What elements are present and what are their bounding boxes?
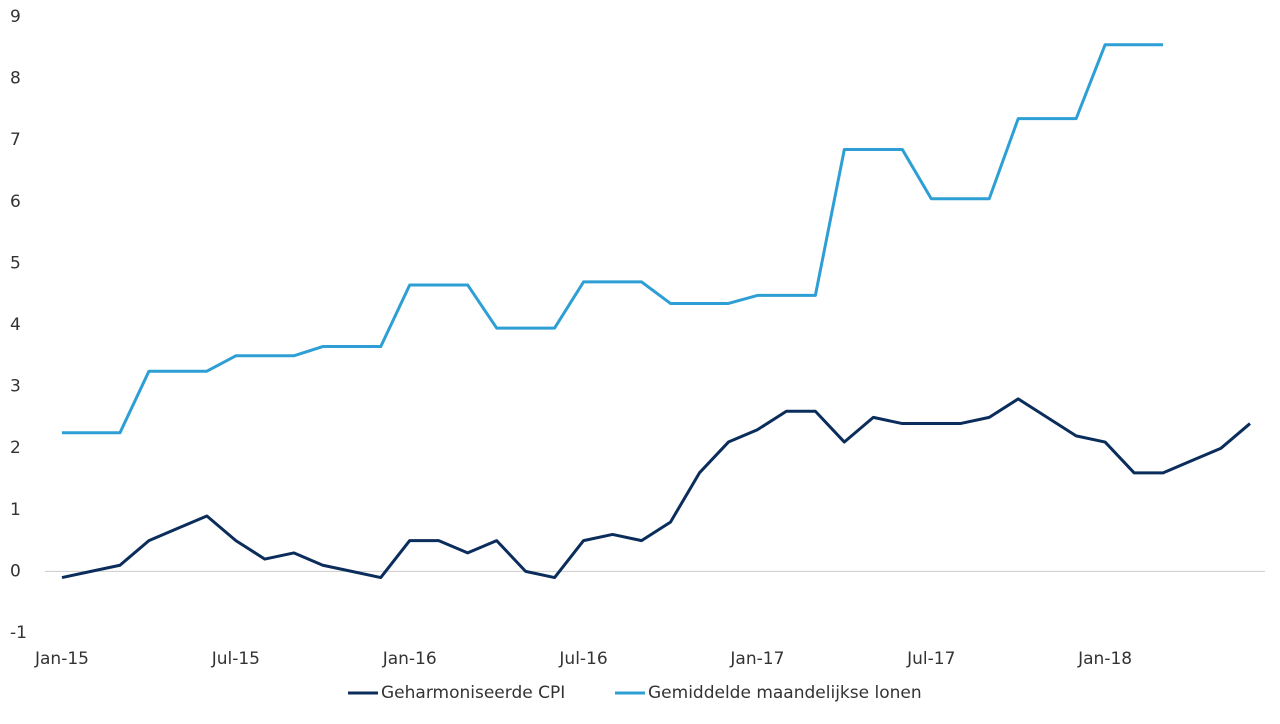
y-tick-label: 2 — [10, 438, 21, 458]
y-tick-label: -1 — [10, 623, 27, 643]
legend-label: Gemiddelde maandelijkse lonen — [648, 683, 922, 703]
y-tick-label: 9 — [10, 7, 21, 27]
y-tick-label: 3 — [10, 377, 21, 397]
y-tick-label: 5 — [10, 253, 21, 273]
x-tick-label: Jan-16 — [382, 649, 437, 669]
x-tick-label: Jul-17 — [906, 649, 955, 669]
y-tick-label: 6 — [10, 192, 21, 212]
series-line — [61, 397, 1251, 580]
x-tick-label: Jan-18 — [1077, 649, 1132, 669]
y-tick-label: 4 — [10, 315, 21, 335]
x-tick-label: Jul-15 — [211, 649, 260, 669]
x-tick-label: Jul-16 — [558, 649, 607, 669]
y-tick-label: 7 — [10, 130, 21, 150]
y-tick-label: 1 — [10, 500, 21, 520]
x-tick-label: Jan-15 — [34, 649, 89, 669]
x-tick-label: Jan-17 — [729, 649, 784, 669]
series-line — [62, 43, 1164, 435]
y-tick-label: 8 — [10, 69, 21, 89]
legend-label: Geharmoniseerde CPI — [381, 683, 565, 703]
y-tick-label: 0 — [10, 561, 21, 581]
